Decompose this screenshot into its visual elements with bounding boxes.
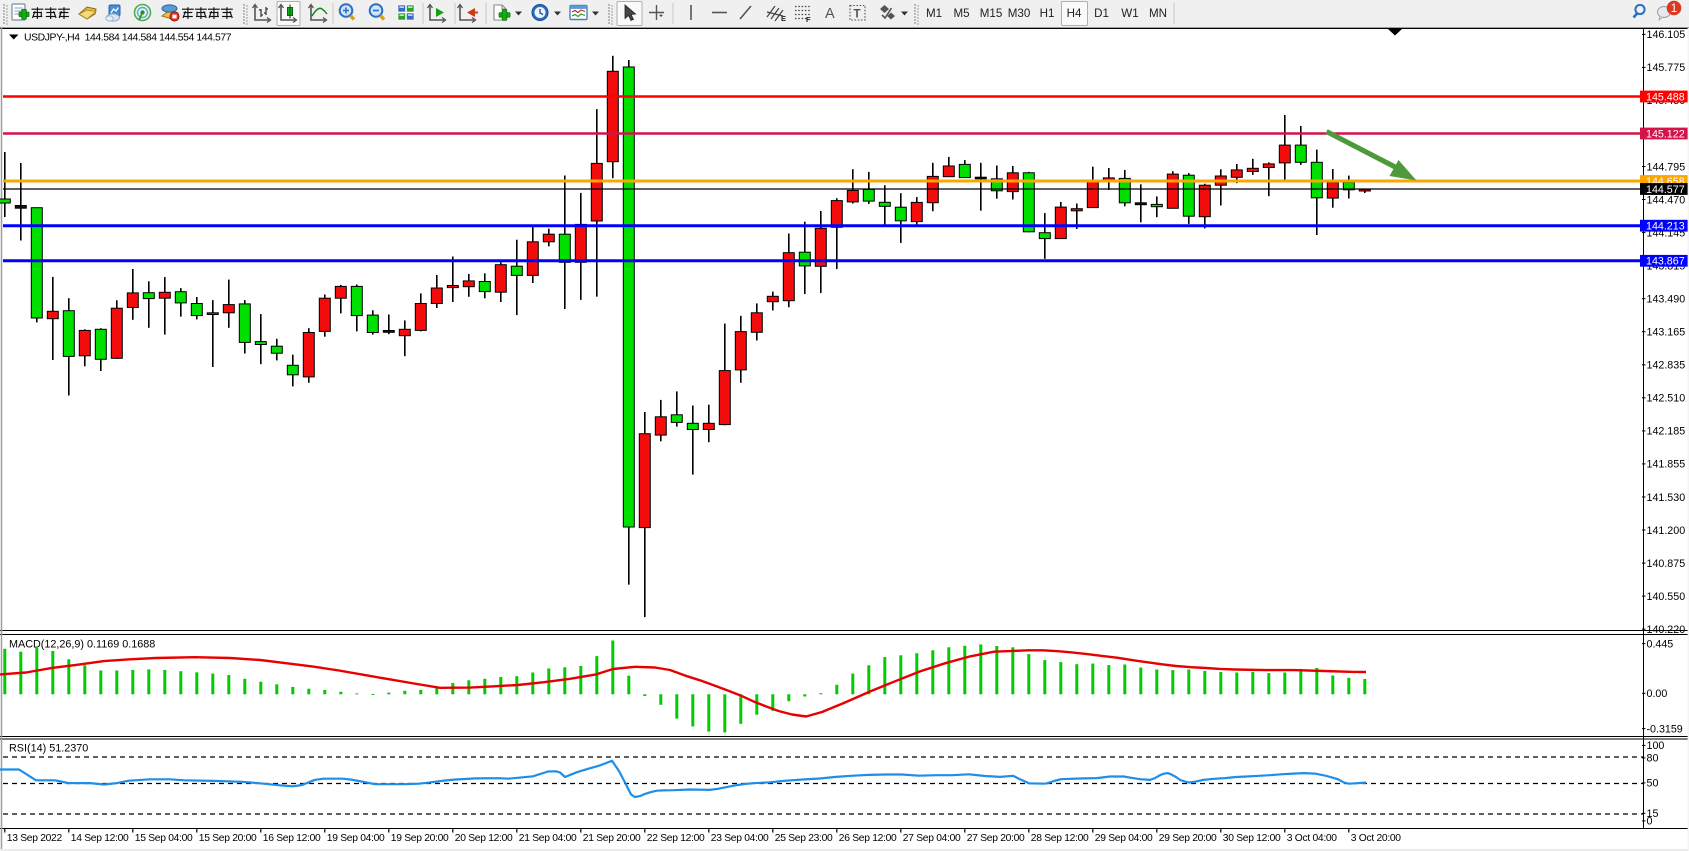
svg-text:H1: H1 (1040, 7, 1055, 20)
svg-text:0.00: 0.00 (1647, 688, 1668, 700)
svg-text:15 Sep 20:00: 15 Sep 20:00 (199, 833, 257, 844)
svg-text:19 Sep 20:00: 19 Sep 20:00 (391, 833, 449, 844)
svg-text:141.200: 141.200 (1647, 525, 1686, 537)
svg-text:143.867: 143.867 (1646, 256, 1685, 268)
svg-text:27 Sep 04:00: 27 Sep 04:00 (903, 833, 961, 844)
svg-text:15 Sep 04:00: 15 Sep 04:00 (135, 833, 193, 844)
svg-text:100: 100 (1647, 740, 1665, 752)
svg-text:16 Sep 12:00: 16 Sep 12:00 (263, 833, 321, 844)
svg-text:145.775: 145.775 (1647, 62, 1686, 74)
svg-text:E: E (781, 14, 786, 23)
svg-text:1: 1 (1671, 3, 1677, 15)
svg-text:D1: D1 (1094, 7, 1109, 20)
svg-text:142.185: 142.185 (1647, 426, 1686, 438)
svg-text:23 Sep 04:00: 23 Sep 04:00 (711, 833, 769, 844)
svg-text:140.220: 140.220 (1647, 624, 1686, 636)
svg-text:28 Sep 12:00: 28 Sep 12:00 (1031, 833, 1089, 844)
svg-text:144.213: 144.213 (1646, 221, 1685, 233)
svg-text:143.165: 143.165 (1647, 327, 1686, 339)
svg-text:145.122: 145.122 (1646, 128, 1685, 140)
svg-text:M15: M15 (980, 7, 1003, 20)
svg-text:13 Sep 2022: 13 Sep 2022 (7, 833, 63, 844)
svg-text:27 Sep 20:00: 27 Sep 20:00 (967, 833, 1025, 844)
svg-text:20 Sep 12:00: 20 Sep 12:00 (455, 833, 513, 844)
svg-text:21 Sep 20:00: 21 Sep 20:00 (583, 833, 641, 844)
svg-text:144.577: 144.577 (1646, 184, 1685, 196)
svg-text:RSI(14) 51.2370: RSI(14) 51.2370 (9, 743, 88, 755)
svg-text:M5: M5 (953, 7, 969, 20)
svg-text:144.795: 144.795 (1647, 161, 1686, 173)
svg-text:USDJPY-,H4 144.584 144.584 14: USDJPY-,H4 144.584 144.584 144.554 144.5… (24, 33, 232, 44)
svg-text:MN: MN (1149, 7, 1167, 20)
svg-text:H4: H4 (1067, 7, 1082, 20)
svg-text:25 Sep 23:00: 25 Sep 23:00 (775, 833, 833, 844)
svg-text:14 Sep 12:00: 14 Sep 12:00 (71, 833, 129, 844)
svg-text:W1: W1 (1121, 7, 1138, 20)
svg-text:50: 50 (1647, 778, 1659, 790)
svg-text:MACD(12,26,9) 0.1169 0.1688: MACD(12,26,9) 0.1169 0.1688 (9, 639, 155, 651)
svg-text:M30: M30 (1008, 7, 1031, 20)
svg-text:144.470: 144.470 (1647, 194, 1686, 206)
svg-text:29 Sep 04:00: 29 Sep 04:00 (1095, 833, 1153, 844)
svg-text:M1: M1 (926, 7, 942, 20)
svg-text:3 Oct 04:00: 3 Oct 04:00 (1287, 833, 1338, 844)
svg-text:21 Sep 04:00: 21 Sep 04:00 (519, 833, 577, 844)
svg-text:19 Sep 04:00: 19 Sep 04:00 (327, 833, 385, 844)
svg-text:141.530: 141.530 (1647, 492, 1686, 504)
svg-text:15: 15 (1647, 808, 1659, 820)
svg-text:22 Sep 12:00: 22 Sep 12:00 (647, 833, 705, 844)
svg-text:142.835: 142.835 (1647, 360, 1686, 372)
svg-text:0.445: 0.445 (1647, 638, 1674, 650)
svg-text:F: F (806, 15, 811, 24)
svg-text:30 Sep 12:00: 30 Sep 12:00 (1223, 833, 1281, 844)
svg-text:80: 80 (1647, 753, 1659, 765)
svg-text:-0.3159: -0.3159 (1647, 723, 1683, 735)
svg-text:141.855: 141.855 (1647, 459, 1686, 471)
svg-text:0: 0 (1647, 816, 1653, 828)
svg-text:29 Sep 20:00: 29 Sep 20:00 (1159, 833, 1217, 844)
svg-text:142.510: 142.510 (1647, 393, 1686, 405)
svg-text:T: T (854, 9, 861, 21)
svg-text:145.488: 145.488 (1646, 91, 1685, 103)
svg-text:3 Oct 20:00: 3 Oct 20:00 (1351, 833, 1402, 844)
svg-text:143.490: 143.490 (1647, 294, 1686, 306)
svg-text:26 Sep 12:00: 26 Sep 12:00 (839, 833, 897, 844)
svg-text:146.105: 146.105 (1647, 29, 1686, 41)
svg-text:A: A (825, 6, 835, 22)
svg-text:140.875: 140.875 (1647, 558, 1686, 570)
svg-text:140.550: 140.550 (1647, 591, 1686, 603)
